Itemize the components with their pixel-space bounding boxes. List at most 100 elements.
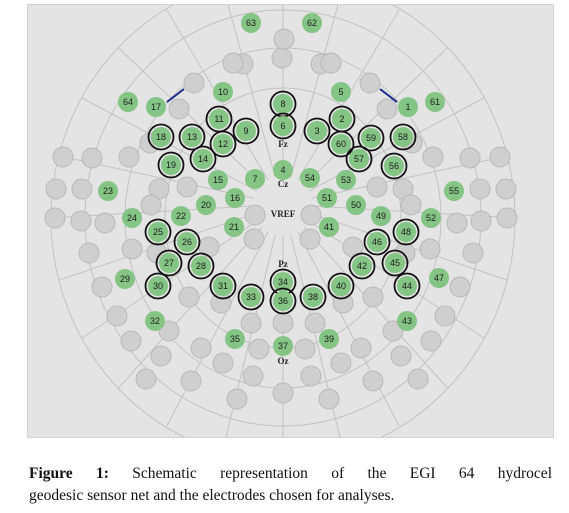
electrode-33: 33: [237, 283, 265, 311]
electrode-46: 46: [363, 228, 391, 256]
electrode-dot: [331, 134, 351, 154]
net-node: [446, 212, 468, 234]
electrode-label: 19: [166, 160, 176, 170]
electrode-label: 53: [341, 175, 351, 185]
electrode-25: 25: [144, 218, 172, 246]
net-node: [332, 292, 354, 314]
selected-ring: [393, 272, 421, 300]
electrode-35: 35: [225, 329, 245, 349]
electrode-dot: [384, 156, 404, 176]
electrode-label: 15: [213, 175, 223, 185]
selected-ring: [381, 249, 409, 277]
electrode-label: 32: [150, 316, 160, 326]
selected-ring: [299, 283, 327, 311]
electrode-label: 23: [103, 186, 113, 196]
electrode-dot: [213, 276, 233, 296]
electrode-55: 55: [444, 181, 464, 201]
net-node: [222, 52, 244, 74]
net-node: [362, 370, 384, 392]
electrode-label: 10: [218, 87, 228, 97]
electrode-label: 28: [196, 261, 206, 271]
electrode-label: 42: [357, 261, 367, 271]
electrode-label: 2: [339, 114, 344, 124]
selected-ring: [303, 117, 331, 145]
electrode-14: 14: [189, 145, 217, 173]
selected-ring: [327, 272, 355, 300]
electrode-63: 63: [241, 13, 261, 33]
net-node: [243, 228, 265, 250]
electrode-label: 26: [182, 237, 192, 247]
electrode-dot: [273, 160, 293, 180]
net-node: [210, 292, 232, 314]
electrode-dot: [397, 311, 417, 331]
electrode-dot: [115, 269, 135, 289]
electrode-22: 22: [171, 206, 191, 226]
electrode-57: 57: [345, 145, 373, 173]
electrode-18: 18: [147, 123, 175, 151]
selected-ring: [327, 130, 355, 158]
electrode-45: 45: [381, 249, 409, 277]
electrode-dot: [225, 188, 245, 208]
electrode-dot: [118, 92, 138, 112]
electrode-label: 47: [434, 273, 444, 283]
electrode-36: 36: [269, 287, 297, 315]
net-node: [495, 178, 517, 200]
sensor-net-diagram: Fz Cz VREF Pz Oz 63 62 64 17 10 5 1 61 8 11 2 6 9 3 18 13 12 6…: [27, 4, 554, 438]
electrode-label: 7: [252, 174, 257, 184]
selected-ring: [380, 152, 408, 180]
electrode-20: 20: [196, 195, 216, 215]
electrode-51: 51: [317, 188, 337, 208]
caption-text-1: Schematic representation of the EGI 64 h…: [132, 465, 552, 482]
electrode-dot: [303, 287, 323, 307]
net-node: [135, 368, 157, 390]
net-node: [78, 242, 100, 264]
electrode-label: 16: [230, 193, 240, 203]
electrode-label: 11: [214, 114, 223, 124]
electrode-dot: [393, 127, 413, 147]
electrode-47: 47: [429, 268, 449, 288]
electrode-label: 13: [187, 132, 197, 142]
electrode-label: 44: [402, 281, 412, 291]
electrode-dot: [332, 109, 352, 129]
selected-ring: [232, 117, 260, 145]
electrode-label: 57: [354, 154, 364, 164]
electrode-48: 48: [392, 218, 420, 246]
electrode-dot: [397, 276, 417, 296]
net-node: [299, 228, 321, 250]
net-node: [330, 352, 352, 374]
net-node: [318, 388, 340, 410]
net-node: [52, 146, 74, 168]
electrode-label: 62: [307, 18, 317, 28]
net-node: [106, 305, 128, 327]
net-node: [419, 238, 441, 260]
electrode-label: 36: [278, 296, 288, 306]
net-node: [294, 338, 316, 360]
selected-ring: [155, 249, 183, 277]
electrode-10: 10: [213, 82, 233, 102]
electrode-11: 11: [205, 105, 233, 133]
selected-ring: [178, 123, 206, 151]
electrode-52: 52: [421, 208, 441, 228]
electrode-39: 39: [319, 329, 339, 349]
landmark-vref: VREF: [271, 209, 296, 219]
electrode-label: 14: [198, 154, 208, 164]
electrode-34: 34: [269, 268, 297, 296]
net-node: [71, 178, 93, 200]
net-node: [459, 147, 481, 169]
net-spoke: [118, 47, 263, 186]
electrode-dot: [425, 92, 445, 112]
net-node: [271, 47, 293, 69]
selected-ring: [209, 130, 237, 158]
electrode-dot: [352, 256, 372, 276]
electrode-dot: [177, 232, 197, 252]
net-node: [350, 337, 372, 359]
electrode-dot: [319, 217, 339, 237]
electrode-dot: [161, 155, 181, 175]
electrode-dot: [429, 268, 449, 288]
selected-ring: [144, 218, 172, 246]
electrode-42: 42: [348, 252, 376, 280]
electrode-label: 52: [426, 213, 436, 223]
electrode-dot: [421, 208, 441, 228]
electrode-label: 31: [218, 281, 228, 291]
electrode-dot: [148, 276, 168, 296]
